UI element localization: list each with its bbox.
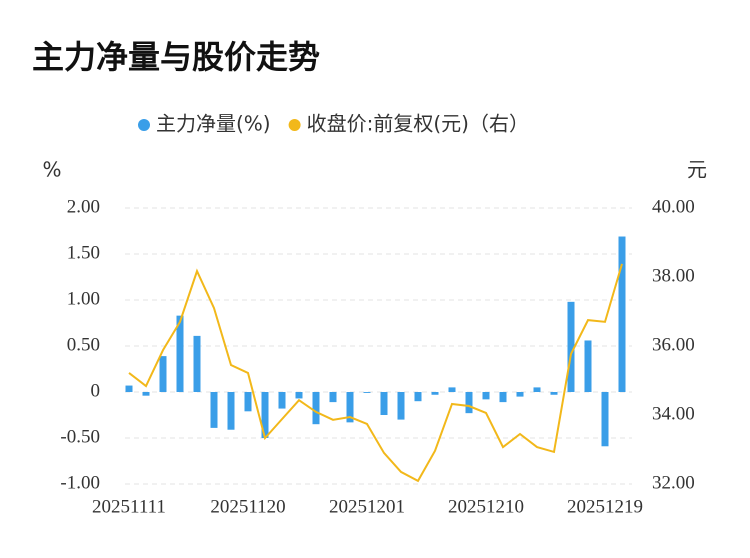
price-line bbox=[128, 263, 623, 483]
x-tick-label: 20251210 bbox=[448, 496, 524, 517]
x-tick-label: 20251120 bbox=[210, 496, 285, 517]
bar bbox=[465, 392, 473, 414]
y2-axis-label: 元 bbox=[687, 158, 707, 182]
bar bbox=[159, 356, 167, 392]
bar bbox=[482, 392, 490, 400]
bar bbox=[193, 335, 201, 392]
bar bbox=[278, 392, 286, 409]
bar bbox=[312, 392, 320, 425]
bar bbox=[414, 392, 422, 402]
y-tick-label: 0 bbox=[91, 380, 101, 401]
bar bbox=[380, 392, 388, 415]
bar bbox=[618, 236, 626, 392]
bar bbox=[261, 392, 269, 438]
bar bbox=[176, 315, 184, 392]
bar bbox=[329, 392, 337, 403]
bar bbox=[431, 392, 439, 395]
legend-marker bbox=[138, 119, 150, 131]
y-axis-label: % bbox=[42, 158, 61, 182]
bar bbox=[397, 392, 405, 420]
y-tick-label: 0.50 bbox=[67, 334, 100, 355]
y2-tick-label: 34.00 bbox=[652, 403, 695, 424]
bar bbox=[499, 392, 507, 403]
bar bbox=[516, 392, 524, 397]
legend-label: 收盘价:前复权(元)（右） bbox=[307, 112, 529, 136]
x-tick-label: 20251219 bbox=[567, 496, 643, 517]
bar bbox=[125, 385, 133, 392]
bar bbox=[295, 392, 303, 399]
y-tick-label: -0.50 bbox=[60, 426, 100, 447]
y2-tick-label: 38.00 bbox=[652, 265, 695, 286]
bar bbox=[363, 392, 371, 393]
bar bbox=[550, 392, 558, 395]
x-tick-label: 20251111 bbox=[92, 496, 166, 517]
legend-label: 主力净量(%) bbox=[156, 112, 271, 136]
y-tick-label: 2.00 bbox=[67, 196, 100, 217]
bar bbox=[227, 392, 235, 430]
y2-tick-label: 40.00 bbox=[652, 196, 695, 217]
bar bbox=[533, 387, 541, 392]
y-tick-label: -1.00 bbox=[60, 472, 100, 493]
bar bbox=[210, 392, 218, 428]
y2-tick-label: 32.00 bbox=[652, 472, 695, 493]
bar bbox=[601, 392, 609, 447]
y2-tick-label: 36.00 bbox=[652, 334, 695, 355]
bar bbox=[244, 392, 252, 412]
legend-marker bbox=[288, 119, 301, 131]
chart-title: 主力净量与股价走势 bbox=[32, 38, 320, 76]
bar bbox=[584, 340, 592, 392]
x-tick-label: 20251201 bbox=[329, 496, 405, 517]
y-tick-label: 1.50 bbox=[67, 242, 100, 263]
bar bbox=[142, 392, 150, 396]
bar bbox=[567, 301, 575, 392]
y-tick-label: 1.00 bbox=[67, 288, 100, 309]
bar bbox=[346, 392, 354, 423]
bar bbox=[448, 387, 456, 392]
